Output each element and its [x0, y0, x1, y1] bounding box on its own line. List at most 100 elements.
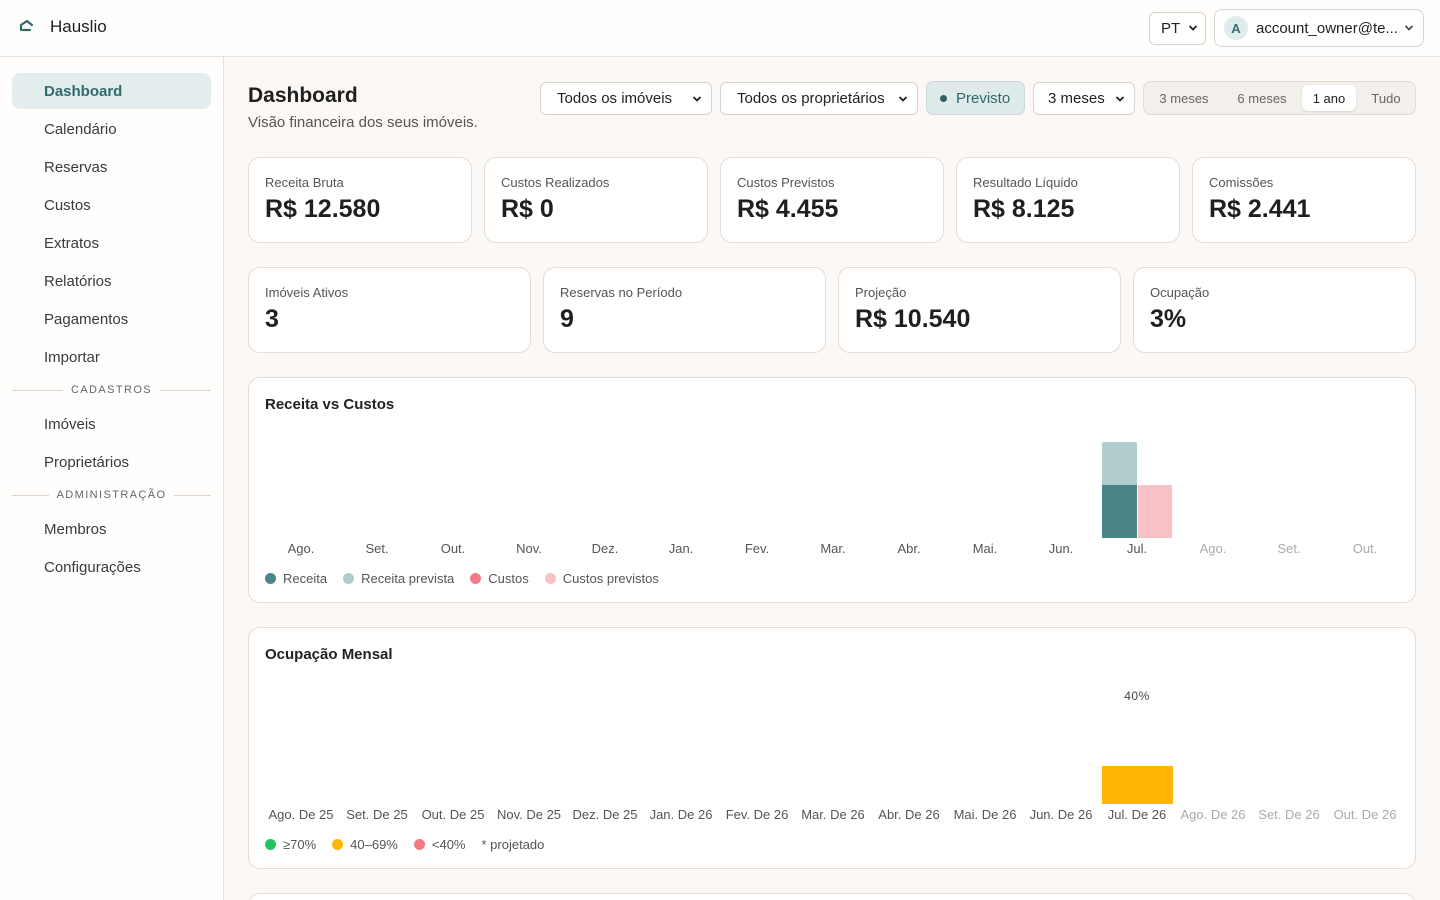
axis-tick-label: Out. De 25 — [421, 807, 485, 822]
section-cadastros: CADASTROS — [12, 383, 211, 397]
axis-tick-label: Dez. — [591, 541, 619, 556]
sidebar-item-calendar[interactable]: Calendário — [12, 111, 211, 147]
sidebar-item-costs[interactable]: Custos — [12, 187, 211, 223]
axis-tick-label: Jun. De 26 — [1029, 807, 1093, 822]
axis-tick-label: Jan. — [668, 541, 694, 556]
select-value: Todos os proprietários — [737, 90, 885, 107]
sidebar-item-owners[interactable]: Proprietários — [12, 444, 211, 480]
sidebar: Dashboard Calendário Reservas Custos Ext… — [0, 57, 224, 900]
forecast-toggle-button[interactable]: Previsto — [926, 81, 1025, 115]
bar-forecast-costs[interactable] — [1138, 485, 1172, 538]
sidebar-item-reservations[interactable]: Reservas — [12, 149, 211, 185]
sidebar-item-label: Pagamentos — [44, 310, 129, 328]
chevron-down-icon — [898, 96, 908, 102]
horizon-select[interactable]: 3 meses — [1033, 82, 1135, 115]
axis-tick-label: Set. — [365, 541, 389, 556]
divider — [160, 389, 211, 391]
legend-dot-icon — [544, 573, 556, 584]
kpi-value: R$ 12.580 — [265, 195, 381, 223]
period-option-6m[interactable]: 6 meses — [1237, 90, 1287, 106]
brand[interactable]: Hauslio — [18, 17, 107, 37]
next-panel — [248, 893, 1416, 900]
kpi-card-projection: Projeção R$ 10.540 — [838, 267, 1121, 353]
chart-title: Receita vs Custos — [265, 396, 395, 413]
owners-filter-select[interactable]: Todos os proprietários — [720, 82, 918, 115]
axis-tick-label: Jul. De 26 — [1107, 807, 1167, 822]
legend-item-forecast-costs: Custos previstos — [544, 571, 659, 586]
select-value: 3 meses — [1048, 90, 1105, 107]
legend-dot-icon — [343, 573, 355, 584]
axis-tick-label: Ago. De 25 — [268, 807, 334, 822]
properties-filter-select[interactable]: Todos os imóveis — [540, 82, 712, 115]
axis-tick-label: Set. — [1277, 541, 1301, 556]
sidebar-item-payments[interactable]: Pagamentos — [12, 301, 211, 337]
language-select[interactable]: PT — [1149, 12, 1206, 45]
sidebar-item-label: Importar — [44, 348, 100, 366]
legend-projected-note: * projetado — [481, 837, 545, 852]
kpi-label: Ocupação — [1150, 285, 1210, 300]
chevron-down-icon — [1188, 25, 1198, 31]
axis-tick-label: Abr. De 26 — [878, 807, 940, 822]
bar-occupancy[interactable] — [1102, 766, 1173, 804]
account-email: account_owner@te... — [1256, 19, 1398, 37]
kpi-label: Projeção — [855, 285, 907, 300]
account-menu[interactable]: A account_owner@te... — [1214, 9, 1424, 47]
axis-tick-label: Jan. De 26 — [649, 807, 713, 822]
sidebar-item-label: Dashboard — [44, 82, 123, 100]
period-segmented-control: 3 meses 6 meses 1 ano Tudo — [1143, 81, 1416, 115]
period-option-3m[interactable]: 3 meses — [1159, 90, 1209, 106]
legend-label: <40% — [431, 837, 466, 852]
sidebar-item-label: Membros — [44, 520, 107, 538]
period-option-1y[interactable]: 1 ano — [1302, 85, 1356, 111]
kpi-label: Receita Bruta — [265, 175, 344, 190]
kpi-card-net-result: Resultado Líquido R$ 8.125 — [956, 157, 1180, 243]
sidebar-item-members[interactable]: Membros — [12, 511, 211, 547]
sidebar-item-label: Reservas — [44, 158, 108, 176]
sidebar-item-dashboard[interactable]: Dashboard — [12, 73, 211, 109]
sidebar-item-import[interactable]: Importar — [12, 339, 211, 375]
language-value: PT — [1161, 20, 1181, 37]
legend-item-high: ≥70% — [265, 837, 316, 852]
chevron-down-icon — [1115, 96, 1125, 102]
axis-tick-label: Nov. De 25 — [496, 807, 562, 822]
period-option-all[interactable]: Tudo — [1371, 90, 1401, 106]
kpi-card-realized-costs: Custos Realizados R$ 0 — [484, 157, 708, 243]
axis-tick-label: Set. De 25 — [346, 807, 408, 822]
legend-item-costs: Custos — [470, 571, 529, 586]
kpi-card-period-reservations: Reservas no Período 9 — [543, 267, 826, 353]
legend-label: 40–69% — [350, 837, 398, 852]
sidebar-item-label: Calendário — [44, 120, 117, 138]
kpi-label: Custos Realizados — [501, 175, 610, 190]
section-label: ADMINISTRAÇÃO — [56, 489, 167, 501]
chevron-down-icon — [1404, 25, 1414, 31]
divider — [174, 494, 211, 496]
legend-label: Custos previstos — [562, 571, 659, 586]
monthly-occupancy-chart: Ocupação Mensal 40% Ago. De 25 Set. De 25… — [248, 627, 1416, 869]
kpi-value: 3% — [1150, 305, 1187, 333]
axis-tick-label: Out. De 26 — [1333, 807, 1397, 822]
sidebar-item-properties[interactable]: Imóveis — [12, 406, 211, 442]
chart-title: Ocupação Mensal — [265, 646, 393, 663]
kpi-label: Reservas no Período — [560, 285, 683, 300]
sidebar-item-reports[interactable]: Relatórios — [12, 263, 211, 299]
legend-dot-icon — [470, 573, 482, 584]
sidebar-item-label: Imóveis — [44, 415, 96, 433]
axis-tick-label: Ago. De 26 — [1180, 807, 1246, 822]
bar-revenue[interactable] — [1102, 485, 1137, 538]
sidebar-item-settings[interactable]: Configurações — [12, 549, 211, 585]
section-admin: ADMINISTRAÇÃO — [12, 488, 211, 502]
axis-tick-label: Nov. — [516, 541, 542, 556]
axis-tick-label: Dez. De 25 — [572, 807, 638, 822]
kpi-label: Custos Previstos — [737, 175, 835, 190]
kpi-card-forecast-costs: Custos Previstos R$ 4.455 — [720, 157, 944, 243]
sidebar-item-statements[interactable]: Extratos — [12, 225, 211, 261]
app-name: Hauslio — [50, 17, 107, 36]
legend-dot-icon — [265, 839, 276, 850]
status-dot-icon — [940, 94, 947, 102]
axis-tick-label: Mai. De 26 — [953, 807, 1017, 822]
legend-dot-icon — [413, 839, 425, 850]
data-label: 40% — [1124, 689, 1150, 703]
kpi-card-occupancy: Ocupação 3% — [1133, 267, 1416, 353]
kpi-value: 9 — [560, 305, 574, 333]
legend-label: Receita prevista — [361, 571, 455, 586]
